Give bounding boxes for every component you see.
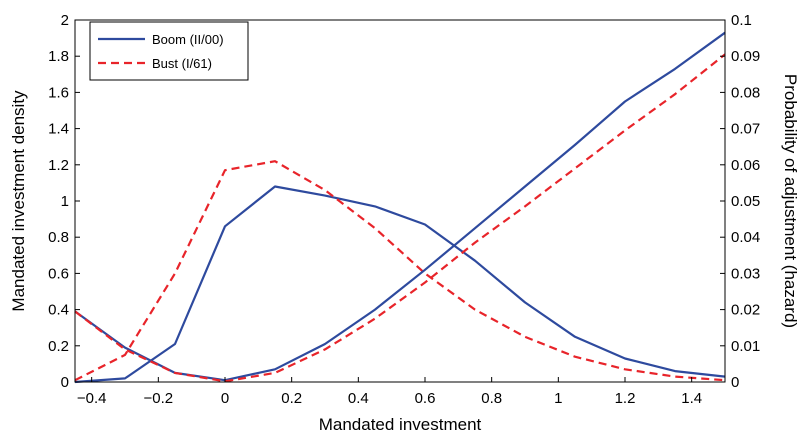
- y-right-tick-label: 0.1: [731, 12, 752, 29]
- y-right-tick-label: 0.04: [731, 229, 760, 246]
- legend-label-bust: Bust (I/61): [152, 56, 212, 71]
- x-tick-label: 1.2: [615, 390, 636, 407]
- y-right-tick-label: 0: [731, 374, 739, 391]
- series-line-bust-left: [74, 160, 726, 382]
- y-right-tick-label: 0.02: [731, 302, 760, 319]
- y-right-tick-label: 0.07: [731, 121, 760, 138]
- y-left-tick-label: 1.4: [48, 121, 69, 138]
- y-left-tick-label: 1.8: [48, 48, 69, 65]
- y-right-tick-label: 0.05: [731, 193, 760, 210]
- x-tick-label: 0.8: [481, 390, 502, 407]
- y-left-axis-title: Mandated investment density: [9, 90, 28, 312]
- y-right-tick-label: 0.09: [731, 48, 760, 65]
- y-right-tick-label: 0.01: [731, 338, 760, 355]
- series-line-boom-left: [74, 185, 726, 384]
- y-left-tick-label: 1: [61, 193, 69, 210]
- y-left-axis-ticks: 0 0.2 0.4 0.6 0.8 1 1.2 1.4 1.6 1.8 2: [48, 12, 80, 391]
- x-tick-label: 0.4: [348, 390, 369, 407]
- y-left-tick-label: 0: [61, 374, 69, 391]
- y-right-axis-ticks: 0 0.01 0.02 0.03 0.04 0.05 0.06 0.07 0.08 0.09 0.1: [720, 12, 760, 391]
- y-left-tick-label: 0.8: [48, 229, 69, 246]
- y-left-tick-label: 2: [61, 12, 69, 29]
- y-left-tick-label: 0.4: [48, 302, 69, 319]
- y-right-axis-title: Probability of adjustment (hazard): [781, 74, 800, 328]
- plot-marks: [74, 31, 726, 384]
- series-line-bust-right: [74, 53, 726, 383]
- y-left-tick-label: 1.6: [48, 84, 69, 101]
- legend-box: [89, 21, 249, 81]
- x-axis-title: Mandated investment: [319, 415, 482, 434]
- x-tick-label: 1.4: [681, 390, 702, 407]
- x-tick-label: 0.2: [281, 390, 302, 407]
- y-left-tick-label: 0.2: [48, 338, 69, 355]
- y-left-tick-label: 0.6: [48, 265, 69, 282]
- x-tick-label: 0: [221, 390, 229, 407]
- x-tick-label: −0.2: [144, 390, 174, 407]
- x-tick-label: 1: [554, 390, 562, 407]
- legend: Boom (II/00) Bust (I/61): [89, 21, 249, 81]
- y-right-tick-label: 0.06: [731, 157, 760, 174]
- y-right-tick-label: 0.08: [731, 84, 760, 101]
- x-axis-ticks: −0.4 −0.2 0 0.2 0.4 0.6 0.8 1 1.2 1.4: [77, 377, 702, 407]
- y-left-tick-label: 1.2: [48, 157, 69, 174]
- x-tick-label: 0.6: [415, 390, 436, 407]
- y-right-tick-label: 0.03: [731, 265, 760, 282]
- series-line-boom-right: [74, 31, 726, 382]
- legend-label-boom: Boom (II/00): [152, 32, 224, 47]
- x-tick-label: −0.4: [77, 390, 107, 407]
